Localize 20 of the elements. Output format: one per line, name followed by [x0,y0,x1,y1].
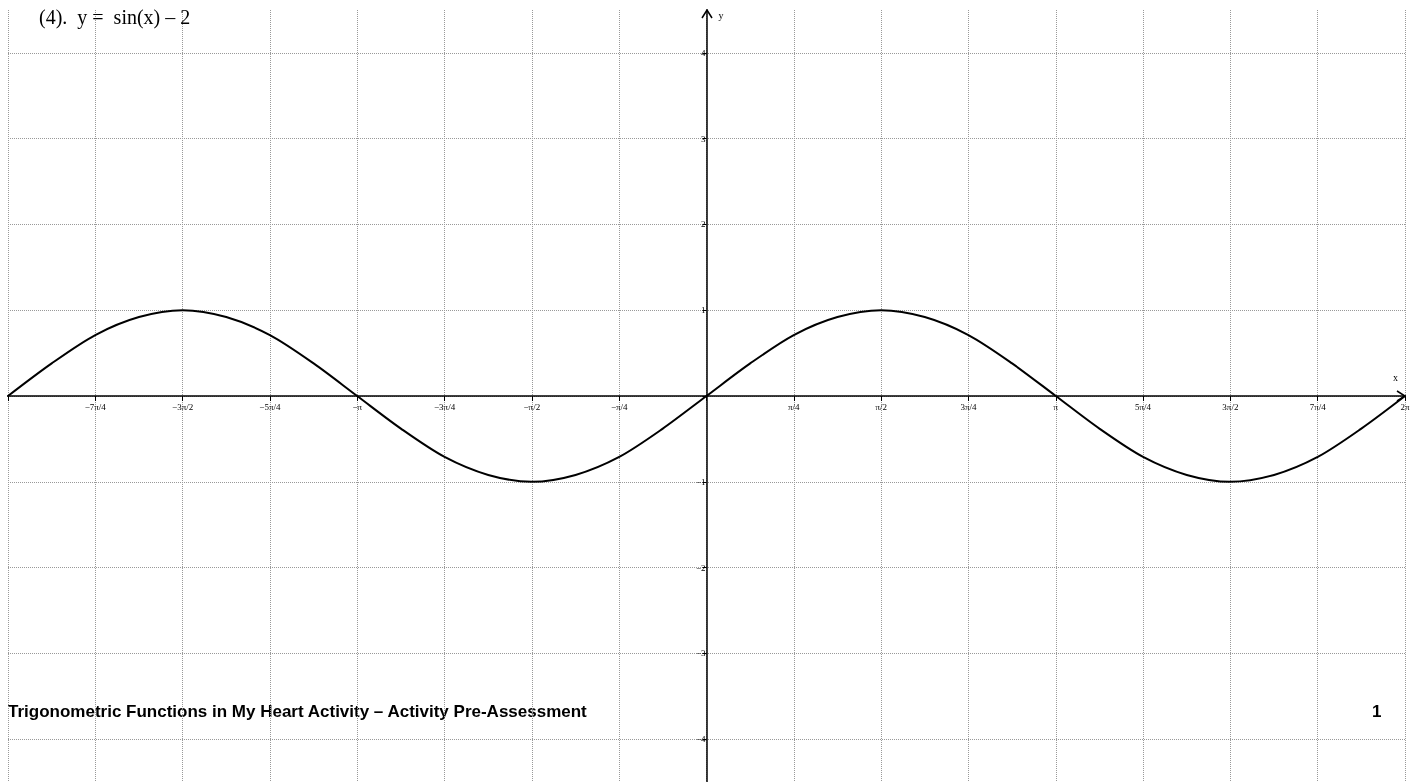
x-tick-label: 7π/4 [1309,401,1327,412]
x-tick-label: −π/4 [610,401,629,412]
x-tick-label: −π/2 [523,401,541,412]
x-tick-label: −5π/4 [259,401,281,412]
chart-title: (4). y = sin(x) – 2 [39,6,191,29]
x-tick-label: 3π/4 [960,401,977,412]
x-tick-label: −7π/4 [84,401,107,412]
x-tick-label: 2π [1400,401,1410,412]
x-tick-label: 3π/2 [1222,401,1239,412]
y-axis-title: y [718,9,724,21]
x-tick-label: −3π/4 [434,401,456,412]
annotation: Trigonometric Functions in My Heart Activity – Activity Pre-Assessment [8,702,588,721]
x-tick-label: −3π/2 [172,401,194,412]
x-tick-label: 5π/4 [1135,401,1152,412]
x-axis-title: x [1393,371,1398,383]
annotation: 1 [1372,702,1382,721]
x-tick-label: −π [352,401,363,412]
x-tick-label: π/4 [788,401,801,412]
x-tick-label: π/2 [875,401,887,412]
x-tick-label: π [1053,401,1059,412]
